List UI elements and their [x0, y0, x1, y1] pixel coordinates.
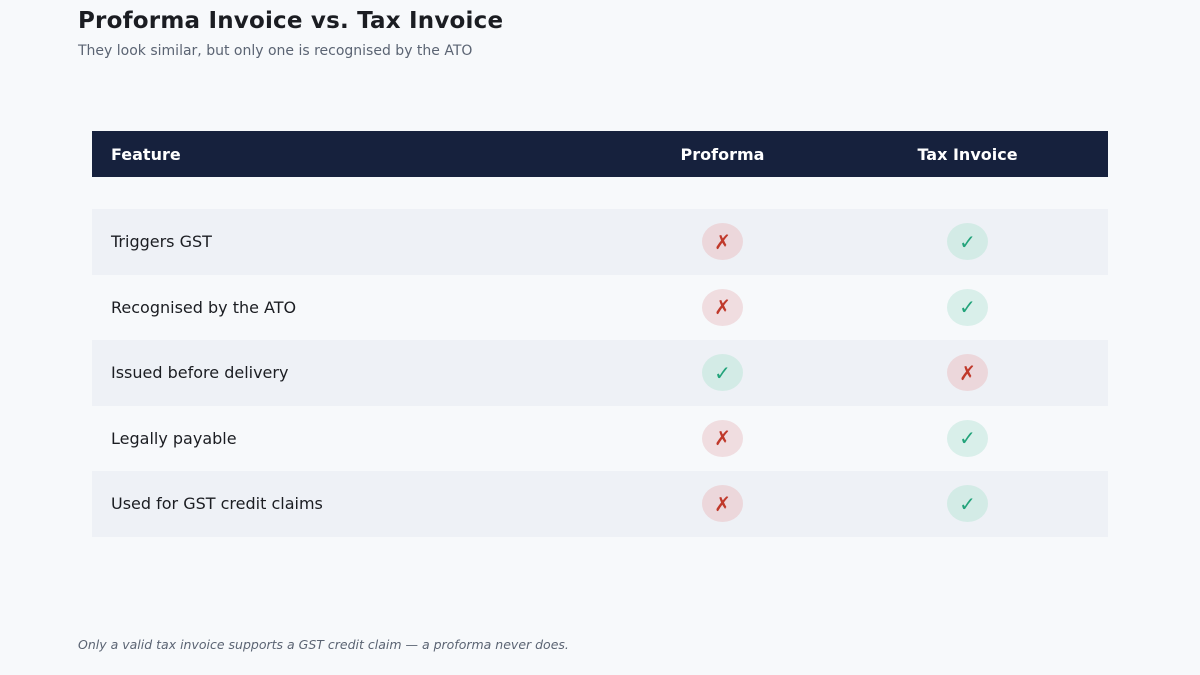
- proforma-cell: ✓: [600, 354, 845, 392]
- proforma-cell: ✗: [600, 485, 845, 523]
- column-header-proforma: Proforma: [680, 144, 765, 164]
- proforma-cell: ✗: [600, 223, 845, 261]
- column-header-feature: Feature: [111, 144, 181, 164]
- check-icon: ✓: [702, 354, 743, 392]
- cross-icon: ✗: [702, 485, 743, 523]
- tax-invoice-cell: ✓: [845, 223, 1090, 261]
- page-title: Proforma Invoice vs. Tax Invoice: [78, 8, 504, 34]
- cross-icon: ✗: [947, 354, 988, 392]
- table-row: Issued before delivery ✓ ✗: [92, 340, 1108, 406]
- feature-label: Legally payable: [111, 428, 237, 448]
- footnote: Only a valid tax invoice supports a GST …: [78, 637, 569, 652]
- column-header-tax-invoice: Tax Invoice: [917, 144, 1018, 164]
- tax-invoice-cell: ✓: [845, 485, 1090, 523]
- proforma-cell: ✗: [600, 288, 845, 326]
- tax-invoice-cell: ✗: [845, 354, 1090, 392]
- check-icon: ✓: [947, 223, 988, 261]
- check-icon: ✓: [947, 288, 988, 326]
- tax-invoice-cell: ✓: [845, 419, 1090, 457]
- cross-icon: ✗: [702, 223, 743, 261]
- cross-icon: ✗: [702, 288, 743, 326]
- table-row: Triggers GST ✗ ✓: [92, 209, 1108, 275]
- check-icon: ✓: [947, 419, 988, 457]
- table-body: Triggers GST ✗ ✓ Recognised by the ATO ✗ ✓ Iss…: [92, 209, 1108, 537]
- feature-label: Used for GST credit claims: [111, 494, 323, 514]
- table-row: Recognised by the ATO ✗ ✓: [92, 275, 1108, 341]
- table-header: Feature Proforma Tax Invoice: [92, 131, 1108, 177]
- tax-invoice-cell: ✓: [845, 288, 1090, 326]
- cross-icon: ✗: [702, 419, 743, 457]
- table-row: Used for GST credit claims ✗ ✓: [92, 471, 1108, 537]
- proforma-cell: ✗: [600, 419, 845, 457]
- feature-label: Issued before delivery: [111, 363, 289, 383]
- header-spacer: [92, 177, 1108, 209]
- page-subtitle: They look similar, but only one is recog…: [78, 43, 473, 59]
- feature-label: Recognised by the ATO: [111, 297, 297, 317]
- table-row: Legally payable ✗ ✓: [92, 406, 1108, 472]
- feature-label: Triggers GST: [111, 232, 212, 252]
- check-icon: ✓: [947, 485, 988, 523]
- comparison-table: Feature Proforma Tax Invoice Triggers GS…: [92, 131, 1108, 537]
